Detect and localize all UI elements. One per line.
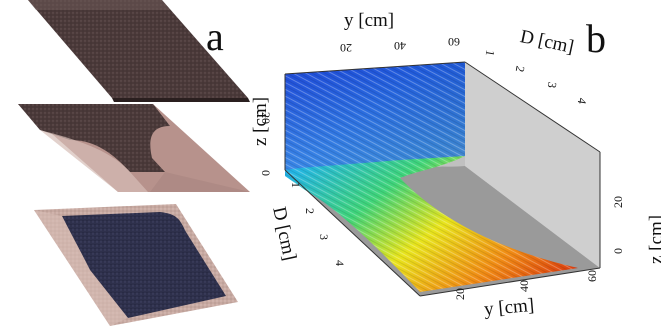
- d-axis-right-tick-1: 1: [483, 49, 498, 57]
- y-axis-bottom-tick-60: 60: [585, 270, 599, 282]
- d-axis-left-label: D [cm]: [268, 205, 300, 263]
- panel-b: y [cm] 20 40 60 D [cm] 1 2 3 4 z [cm] 20…: [250, 10, 661, 320]
- z-axis-left-tick-0: 0: [259, 170, 273, 176]
- photo-top-layer: [28, 0, 250, 102]
- photo-middle-layer: [18, 104, 250, 192]
- box-edges: [284, 61, 601, 297]
- y-axis-top-tick-40: 40: [394, 39, 406, 53]
- panel-a: a: [18, 0, 250, 326]
- panel-a-letter: a: [206, 14, 224, 59]
- photo-bottom-layer: [34, 204, 238, 326]
- d-axis-left-tick-4: 4: [333, 260, 347, 266]
- height-surface: [285, 62, 578, 292]
- y-axis-bottom-label: y [cm]: [483, 295, 535, 320]
- y-axis-top-tick-20: 20: [340, 41, 352, 55]
- y-axis-top-label: y [cm]: [344, 10, 394, 31]
- d-axis-right-tick-3: 3: [545, 81, 560, 89]
- d-axis-right-label: D [cm]: [518, 26, 576, 58]
- right-wall: [465, 62, 600, 268]
- d-axis-right-tick-2: 2: [513, 65, 528, 73]
- z-axis-left-label: z [cm]: [250, 97, 271, 146]
- y-axis-bottom-tick-20: 20: [453, 288, 467, 300]
- z-axis-right-label: z [cm]: [646, 215, 661, 264]
- d-axis-left-tick-2: 2: [303, 208, 317, 214]
- d-axis-left-tick-3: 3: [317, 234, 331, 240]
- panel-b-letter: b: [586, 16, 606, 61]
- y-axis-bottom-tick-40: 40: [517, 280, 531, 292]
- z-axis-left-tick-20: 20: [259, 112, 273, 124]
- d-axis-left-tick-1: 1: [289, 182, 303, 188]
- d-axis-right-tick-4: 4: [575, 97, 590, 105]
- y-axis-top-tick-60: 60: [448, 35, 460, 49]
- z-axis-right-tick-20: 20: [611, 196, 625, 208]
- z-axis-right-tick-0: 0: [611, 248, 625, 254]
